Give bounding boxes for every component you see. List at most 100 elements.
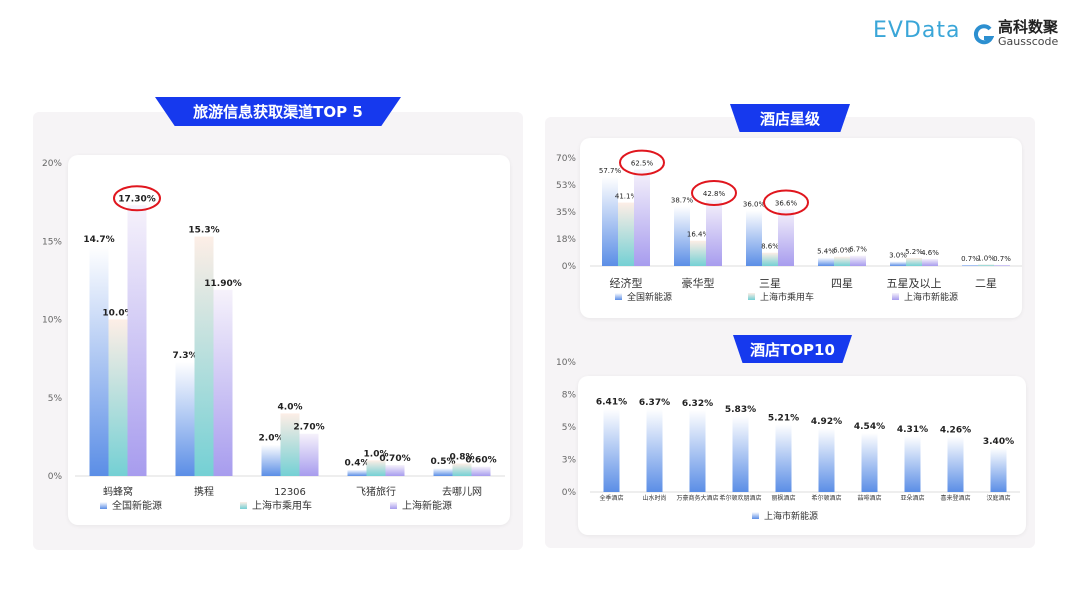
y-tick-label: 10%: [556, 358, 576, 368]
category-label: 豪华型: [682, 276, 715, 290]
data-label: 5.4%: [817, 248, 835, 256]
data-label: 6.7%: [849, 246, 867, 254]
category-label: 四星: [831, 277, 853, 290]
legend-label: 上海市新能源: [904, 291, 958, 303]
bar: [366, 460, 386, 476]
bar: [978, 264, 994, 266]
data-label: 16.4%: [687, 231, 710, 239]
data-label: 62.5%: [631, 160, 654, 168]
category-label: 蚂蜂窝: [103, 485, 133, 498]
y-tick-label: 0%: [48, 472, 63, 482]
data-label: 4.26%: [940, 426, 971, 436]
bar: [906, 257, 922, 266]
data-label: 2.0%: [259, 434, 284, 444]
data-label: 0.7%: [961, 255, 979, 263]
category-label: 希尔顿酒店: [811, 494, 841, 502]
legend-label: 上海市乘用车: [252, 499, 312, 512]
y-tick-label: 20%: [42, 159, 62, 169]
bar: [947, 436, 964, 492]
category-label: 二星: [975, 277, 997, 290]
category-label: 丽枫酒店: [771, 494, 795, 502]
bar: [778, 209, 794, 266]
bar: [818, 257, 834, 266]
category-label: 经济型: [610, 276, 643, 290]
legend-swatch: [100, 502, 107, 509]
y-tick-label: 70%: [556, 154, 576, 164]
bar: [674, 206, 690, 266]
evdata-logo-text: EVData: [873, 18, 961, 43]
bar: [850, 255, 866, 266]
star-card: [580, 138, 1022, 318]
bar: [452, 463, 472, 476]
data-label: 57.7%: [599, 167, 622, 175]
bar: [818, 428, 835, 492]
bar: [890, 261, 906, 266]
data-label: 4.54%: [854, 422, 885, 432]
bar: [732, 416, 749, 492]
logo-gausscode: 高科数聚 Gausscode: [972, 20, 1058, 48]
top10-title: 酒店TOP10: [733, 335, 852, 363]
category-label: 万豪商务大酒店: [676, 494, 718, 502]
bar: [213, 289, 233, 476]
bar: [194, 236, 214, 476]
data-label: 8.6%: [761, 243, 779, 251]
y-tick-label: 0%: [562, 262, 577, 272]
bar: [706, 199, 722, 266]
legend-swatch: [748, 293, 755, 300]
category-label: 喜来登酒店: [940, 494, 970, 502]
legend-swatch: [240, 502, 247, 509]
highlight-circle: [763, 189, 809, 216]
bar: [861, 432, 878, 492]
bar: [280, 413, 300, 476]
data-label: 3.40%: [983, 437, 1014, 447]
bar: [127, 205, 147, 476]
bar: [471, 466, 491, 476]
category-label: 全季酒店: [599, 494, 623, 502]
data-label: 0.8%: [450, 452, 475, 462]
bar: [89, 245, 109, 476]
category-label: 喆啡酒店: [857, 494, 881, 502]
data-label: 1.0%: [977, 254, 995, 262]
bar: [385, 465, 405, 476]
y-tick-label: 8%: [562, 391, 577, 401]
data-label: 5.2%: [905, 248, 923, 256]
bar: [347, 469, 367, 476]
data-label: 0.5%: [431, 457, 456, 467]
legend-label: 全国新能源: [627, 291, 672, 303]
bar: [775, 424, 792, 492]
category-label: 亚朵酒店: [900, 494, 924, 502]
data-label: 4.92%: [811, 417, 842, 427]
data-label: 11.90%: [204, 279, 242, 289]
category-label: 山水时尚: [642, 494, 666, 502]
bar: [690, 240, 706, 266]
highlight-circle: [619, 149, 665, 176]
legend-label: 上海市新能源: [764, 510, 818, 522]
y-tick-label: 53%: [556, 181, 576, 191]
data-label: 10.0%: [102, 309, 133, 319]
bar: [175, 361, 195, 476]
highlight-circle: [691, 179, 737, 206]
logo-evdata: EVData: [873, 18, 960, 43]
data-label: 14.7%: [83, 235, 114, 245]
y-tick-label: 10%: [42, 316, 62, 326]
data-label: 7.3%: [173, 351, 198, 361]
data-label: 6.32%: [682, 399, 713, 409]
data-label: 0.60%: [465, 456, 496, 466]
data-label: 5.83%: [725, 405, 756, 415]
bar: [689, 409, 706, 492]
y-tick-label: 5%: [48, 394, 63, 404]
data-label: 2.70%: [293, 423, 324, 433]
data-label: 4.6%: [921, 249, 939, 257]
bar: [762, 252, 778, 266]
bar: [834, 256, 850, 266]
bar: [922, 258, 938, 266]
category-label: 汉庭酒店: [986, 494, 1010, 502]
bar: [603, 408, 620, 492]
bar: [618, 202, 634, 266]
bar: [634, 169, 650, 266]
data-label: 4.31%: [897, 425, 928, 435]
legend-label: 全国新能源: [112, 499, 162, 512]
legend-swatch: [615, 293, 622, 300]
y-tick-label: 5%: [562, 423, 577, 433]
